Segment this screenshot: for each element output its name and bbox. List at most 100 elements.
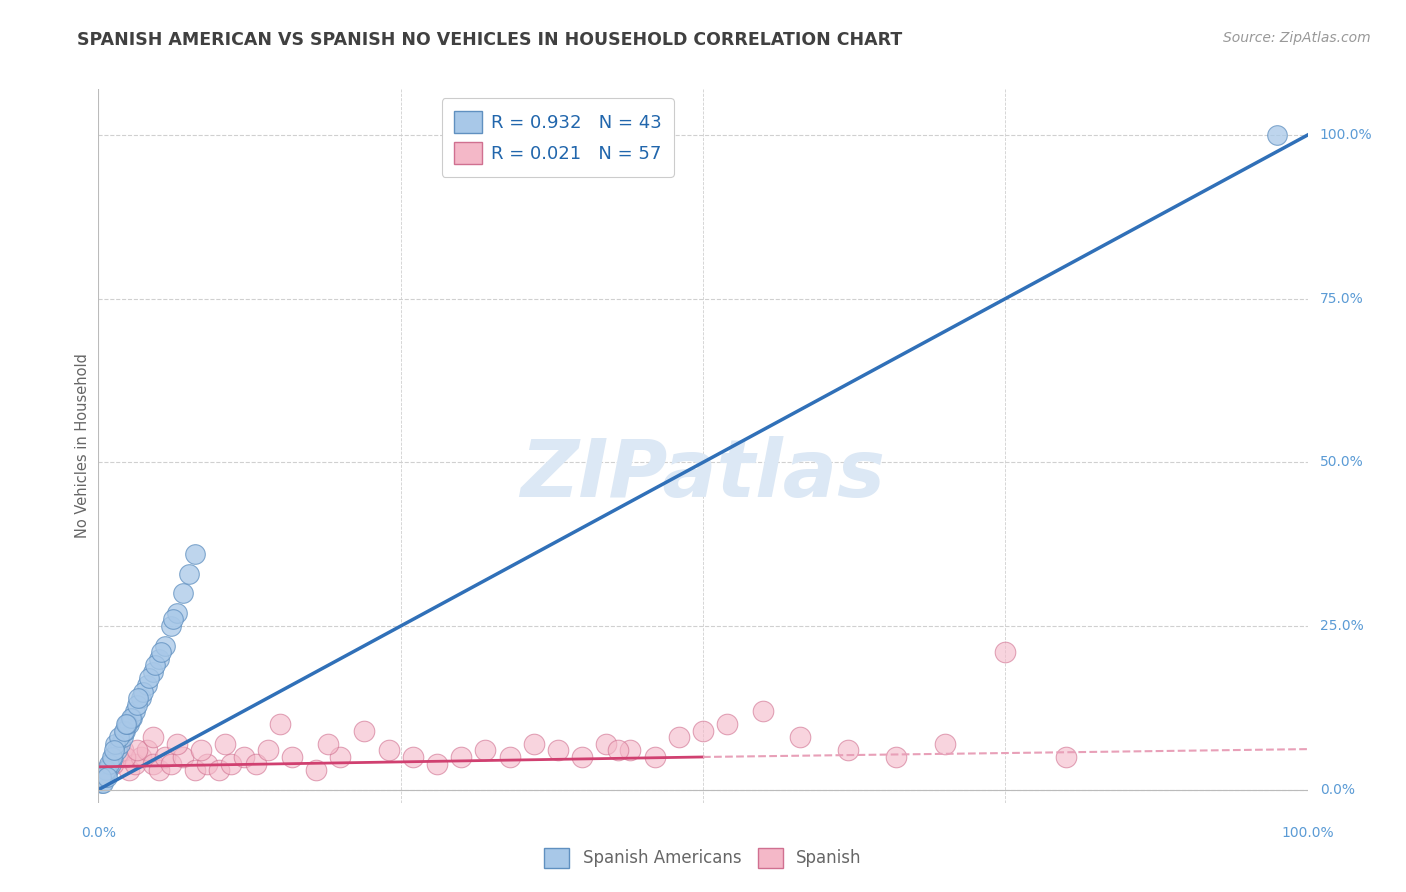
Point (94, 763, 117, 777)
Point (221, 756, 243, 771)
Point (716, 717, 738, 731)
Point (1267, 128, 1289, 142)
Point (377, 743, 399, 757)
Point (1054, 750, 1077, 764)
Legend: Spanish Americans, Spanish: Spanish Americans, Spanish (537, 841, 869, 875)
Point (329, 750, 352, 764)
Point (316, 737, 339, 751)
Legend: R = 0.932   N = 43, R = 0.021   N = 57: R = 0.932 N = 43, R = 0.021 N = 57 (441, 98, 673, 177)
Point (450, 750, 472, 764)
Point (143, 658, 166, 673)
Point (644, 750, 666, 764)
Point (114, 750, 136, 764)
Point (162, 612, 184, 626)
Point (305, 763, 328, 777)
Point (150, 645, 173, 659)
Point (498, 750, 520, 764)
Point (353, 723, 375, 738)
Point (166, 737, 188, 751)
Point (127, 691, 149, 706)
Text: 50.0%: 50.0% (1320, 456, 1364, 469)
Point (245, 756, 267, 771)
Point (837, 743, 859, 757)
Point (96, 770, 118, 784)
Point (112, 723, 135, 738)
Point (179, 566, 201, 581)
Text: 25.0%: 25.0% (1320, 619, 1364, 633)
Point (91, 776, 114, 790)
Point (98, 756, 121, 771)
Point (91, 776, 114, 790)
Point (118, 763, 141, 777)
Point (94, 763, 117, 777)
Point (105, 750, 128, 764)
Point (142, 731, 165, 745)
Point (111, 743, 134, 757)
Point (100, 750, 122, 764)
Point (93, 770, 115, 784)
Point (195, 756, 218, 771)
Point (142, 665, 165, 679)
Point (111, 731, 134, 745)
Point (124, 704, 146, 718)
Point (607, 743, 630, 757)
Point (668, 731, 690, 745)
Point (117, 717, 139, 731)
Point (135, 743, 157, 757)
Point (127, 743, 149, 757)
Point (129, 691, 152, 706)
Point (121, 711, 143, 725)
Point (129, 750, 152, 764)
Text: 100.0%: 100.0% (1281, 826, 1334, 839)
Point (138, 672, 160, 686)
Point (426, 756, 449, 771)
Text: 75.0%: 75.0% (1320, 292, 1364, 306)
Point (886, 750, 908, 764)
Point (619, 743, 641, 757)
Point (124, 756, 146, 771)
Point (142, 756, 165, 771)
Point (232, 750, 254, 764)
Point (120, 711, 142, 725)
Point (474, 743, 496, 757)
Point (994, 645, 1017, 659)
Point (184, 547, 207, 561)
Point (97, 763, 120, 777)
Point (103, 743, 125, 757)
Text: 100.0%: 100.0% (1320, 128, 1372, 142)
Text: Source: ZipAtlas.com: Source: ZipAtlas.com (1223, 31, 1371, 45)
Point (132, 684, 155, 698)
Y-axis label: No Vehicles in Household: No Vehicles in Household (75, 353, 90, 539)
Point (934, 737, 956, 751)
Point (214, 737, 236, 751)
Point (105, 743, 128, 757)
Point (114, 723, 136, 738)
Point (256, 743, 278, 757)
Point (160, 756, 183, 771)
Point (100, 756, 122, 771)
Point (269, 717, 291, 731)
Point (101, 750, 124, 764)
Point (127, 698, 149, 712)
Point (153, 750, 176, 764)
Point (789, 731, 811, 745)
Point (547, 743, 569, 757)
Text: 0.0%: 0.0% (82, 826, 115, 839)
Point (281, 750, 304, 764)
Point (90, 770, 112, 784)
Point (692, 723, 714, 738)
Point (91, 770, 114, 784)
Point (172, 586, 194, 600)
Point (190, 743, 212, 757)
Point (135, 678, 157, 692)
Point (148, 652, 170, 666)
Point (108, 737, 131, 751)
Point (160, 619, 183, 633)
Text: SPANISH AMERICAN VS SPANISH NO VEHICLES IN HOUSEHOLD CORRELATION CHART: SPANISH AMERICAN VS SPANISH NO VEHICLES … (77, 31, 903, 49)
Point (752, 704, 775, 718)
Point (153, 639, 176, 653)
Point (148, 763, 170, 777)
Point (104, 737, 127, 751)
Point (571, 750, 593, 764)
Point (208, 763, 231, 777)
